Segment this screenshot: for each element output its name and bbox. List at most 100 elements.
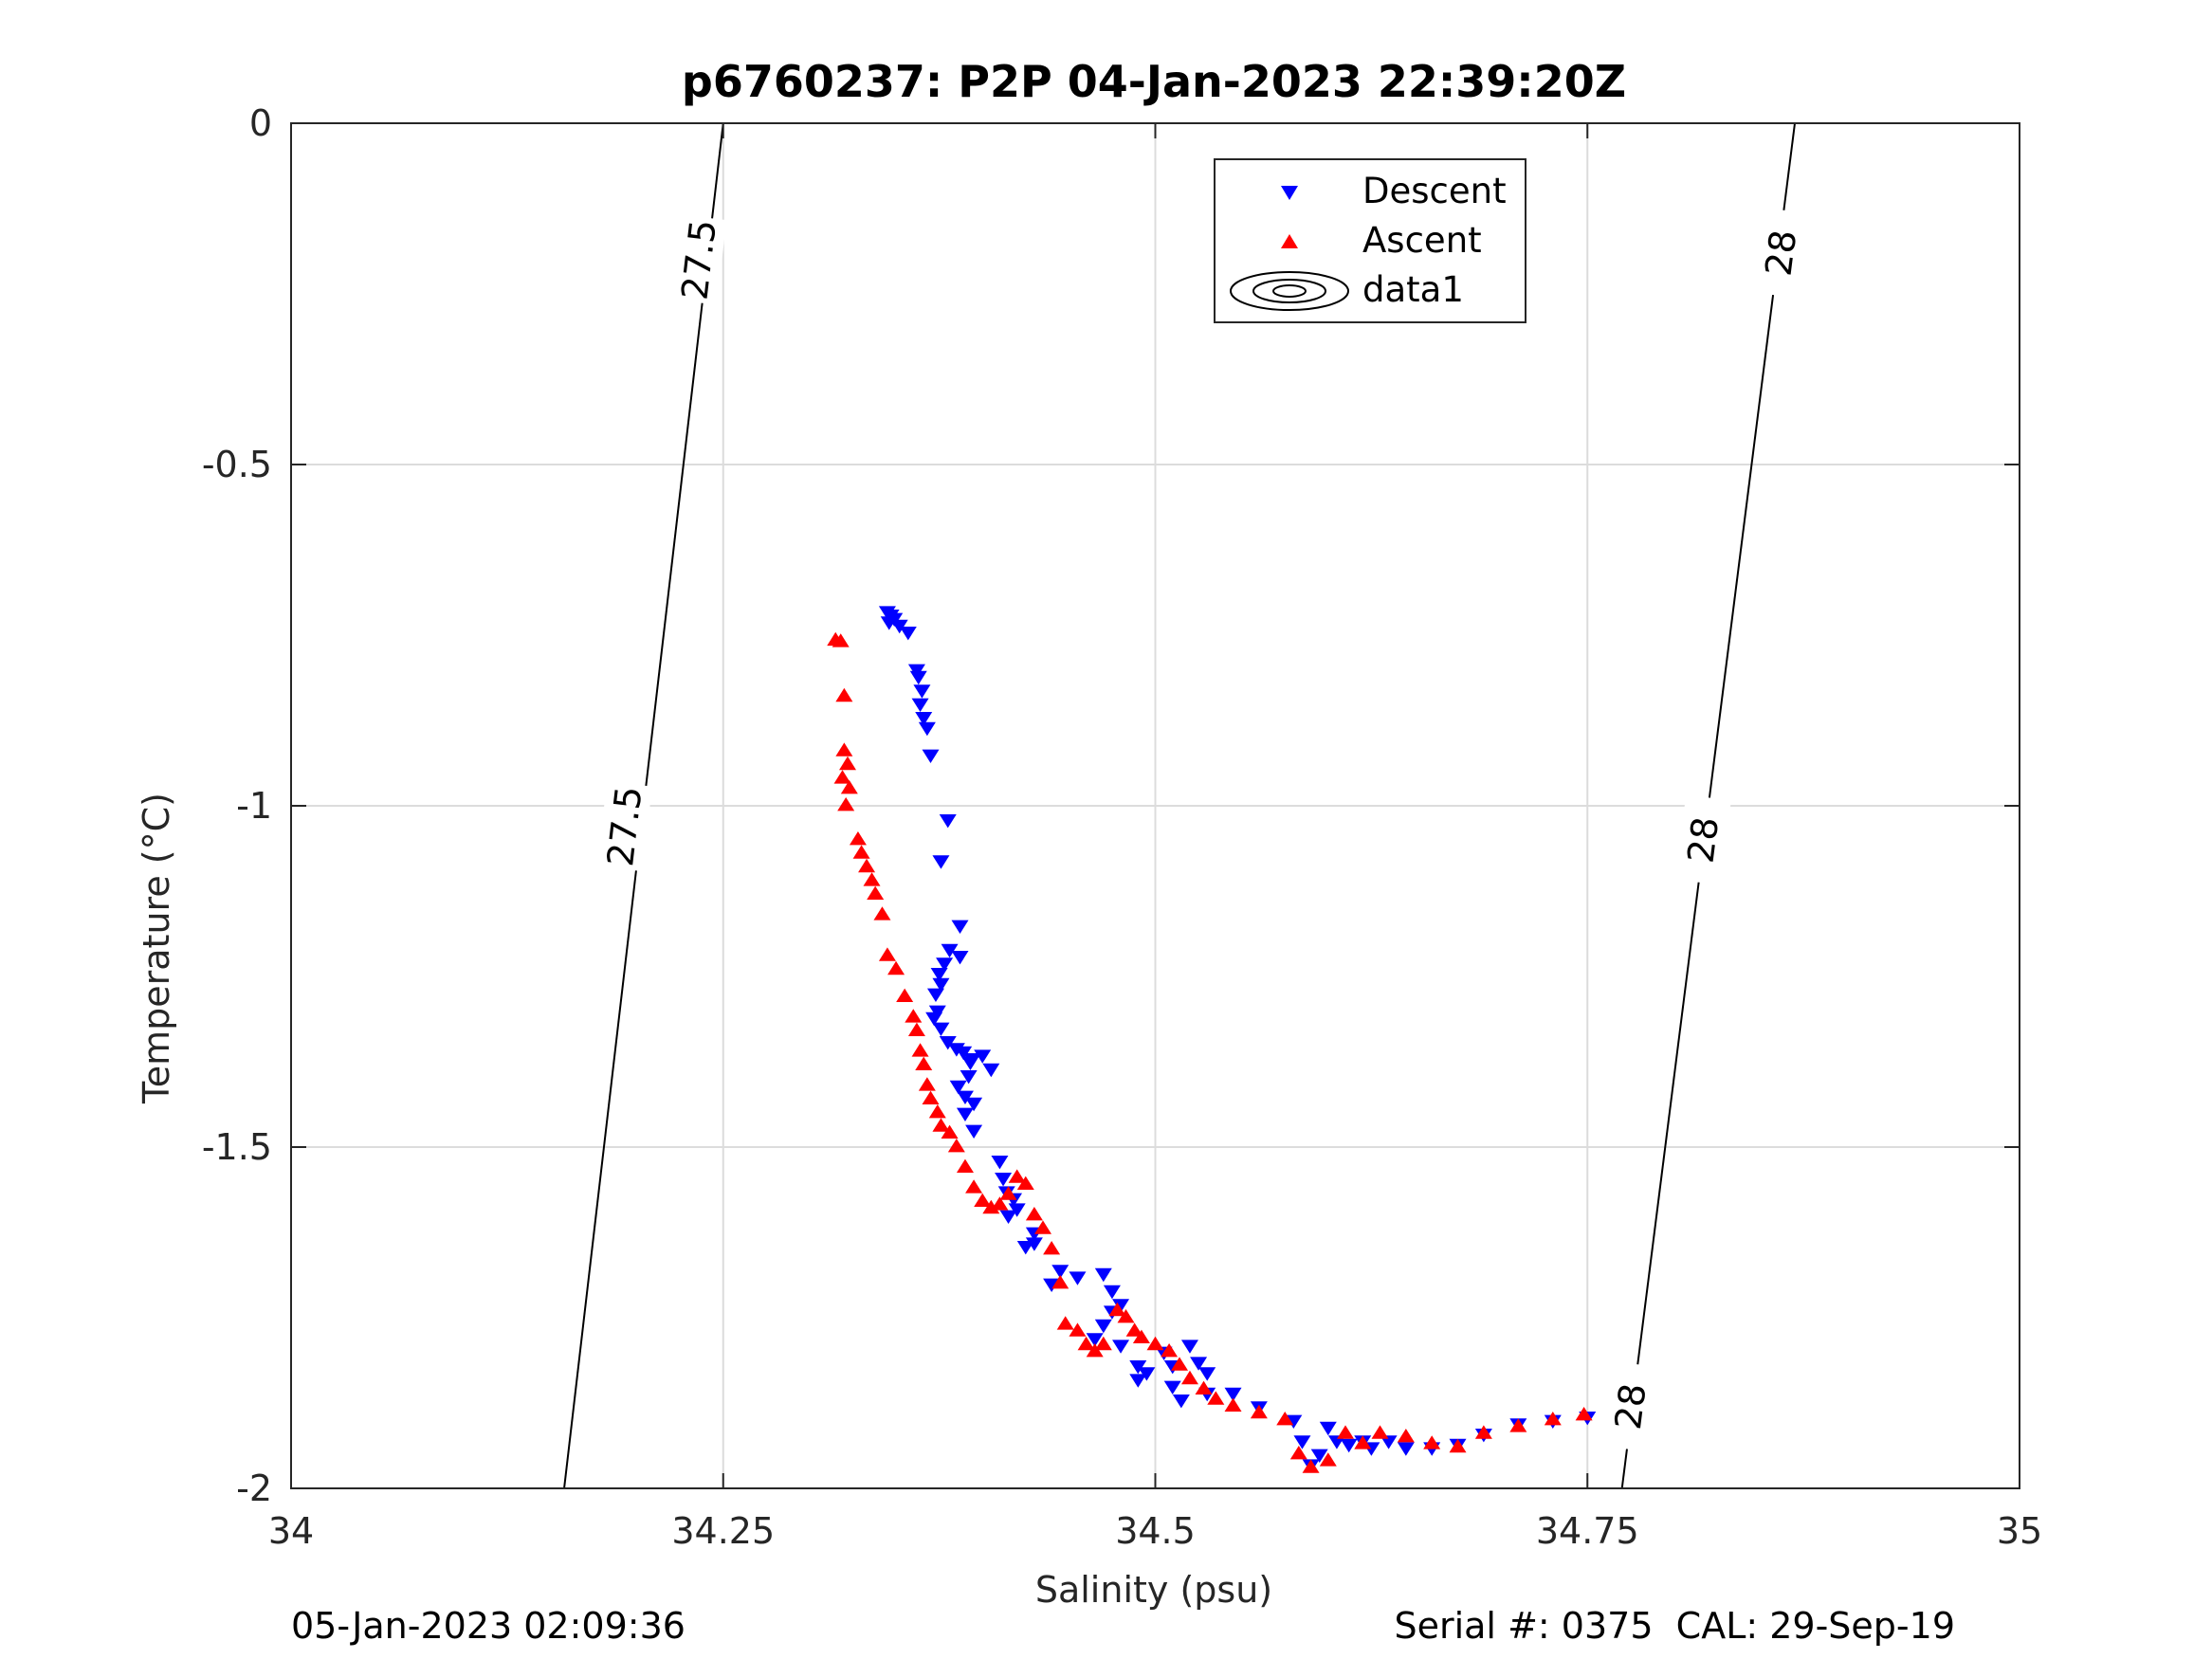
descent-point: [956, 1090, 974, 1104]
ascent-point: [1544, 1412, 1562, 1426]
descent-point: [941, 943, 959, 958]
contour-label-background: [1674, 794, 1731, 885]
descent-point: [1016, 1241, 1034, 1255]
descent-point: [932, 1022, 950, 1036]
density-contours: 27.5 27.5 28 28 28: [563, 122, 1809, 1489]
contour-label: 27.5: [599, 784, 649, 868]
x-axis-ticks: 34 34.25 34.5 34.75 35: [268, 123, 2042, 1552]
footer-serial-cal: Serial #: 0375 CAL: 29-Sep-19: [1394, 1605, 1955, 1647]
ascent-point: [1125, 1322, 1143, 1337]
descent-point: [1319, 1421, 1337, 1436]
ascent-point: [849, 831, 867, 846]
ascent-point: [1449, 1438, 1467, 1453]
legend-ascent-label: Ascent: [1362, 220, 1482, 261]
ascent-point: [1077, 1336, 1095, 1351]
descent-point: [909, 670, 927, 685]
descent-point: [932, 855, 950, 869]
descent-point: [1112, 1340, 1130, 1354]
ascent-point: [832, 633, 850, 647]
y-tick-label: -1: [236, 785, 272, 827]
descent-point: [1008, 1203, 1026, 1217]
ascent-point: [915, 1056, 933, 1070]
ascent-point: [833, 770, 851, 784]
descent-point: [932, 977, 950, 993]
descent-point: [1293, 1435, 1311, 1449]
ascent-point: [835, 687, 853, 702]
descent-point: [1051, 1265, 1069, 1279]
descent-point: [936, 957, 954, 972]
ascent-point: [1086, 1343, 1104, 1358]
legend: Descent Ascent data1: [1214, 158, 1526, 323]
contour-label: 28: [1607, 1381, 1654, 1432]
ascent-point: [1337, 1425, 1355, 1439]
footer-timestamp: 05-Jan-2023 02:09:36: [291, 1605, 686, 1647]
ascent-point: [941, 1124, 959, 1139]
legend-descent-marker: [1281, 186, 1298, 200]
ascent-point: [1051, 1275, 1069, 1289]
ascent-point: [1025, 1207, 1043, 1221]
descent-point: [1172, 1395, 1190, 1409]
y-tick-label: -1.5: [202, 1126, 272, 1168]
descent-point: [999, 1210, 1017, 1224]
y-tick-label: -2: [236, 1468, 272, 1509]
legend-ascent-marker: [1281, 234, 1298, 248]
descent-point: [1285, 1414, 1303, 1429]
ascent-point: [1397, 1429, 1415, 1443]
descent-point: [961, 1056, 979, 1070]
ascent-point: [1171, 1357, 1189, 1371]
ascent-point: [999, 1186, 1017, 1200]
ascent-point: [1474, 1425, 1492, 1439]
ascent-point: [947, 1139, 965, 1153]
descent-point: [911, 698, 929, 712]
ascent-point: [922, 1090, 940, 1104]
ascent-point: [932, 1118, 950, 1132]
descent-point: [1224, 1387, 1242, 1402]
ascent-point: [1276, 1412, 1294, 1426]
ascent-point: [1056, 1316, 1074, 1330]
descent-point: [1103, 1285, 1121, 1300]
ascent-point: [907, 1022, 925, 1036]
ascent-point: [1575, 1406, 1593, 1421]
descent-point: [1180, 1340, 1198, 1354]
contour-label-background: [1602, 1360, 1659, 1452]
legend-data1-label: data1: [1362, 269, 1464, 310]
ascent-point: [928, 1104, 946, 1119]
ascent-point: [837, 797, 855, 811]
descent-point: [915, 712, 933, 726]
x-tick-label: 34: [268, 1510, 314, 1552]
descent-point: [995, 1173, 1013, 1187]
ascent-point: [878, 947, 896, 961]
descent-point: [982, 1063, 1000, 1078]
descent-point: [947, 1043, 965, 1057]
ascent-point: [1371, 1425, 1389, 1439]
y-axis-label: Temperature (°C): [136, 793, 177, 1104]
ascent-point: [1161, 1343, 1179, 1358]
descent-point: [951, 951, 969, 965]
descent-point: [925, 1012, 943, 1027]
x-axis-label: Salinity (psu): [1035, 1569, 1272, 1611]
descent-point: [1198, 1367, 1216, 1381]
contour-label-background: [596, 781, 652, 872]
ascent-point: [905, 1009, 923, 1023]
ascent-point: [835, 742, 853, 757]
ascent-point: [1108, 1302, 1126, 1317]
descent-point: [951, 920, 969, 934]
ascent-point: [1224, 1397, 1242, 1412]
ascent-point: [1117, 1309, 1135, 1323]
ascent-series: [827, 631, 1593, 1473]
ascent-point: [1207, 1391, 1225, 1405]
ascent-point: [1423, 1435, 1441, 1449]
ascent-point: [1302, 1459, 1320, 1473]
descent-point: [930, 968, 948, 982]
ascent-point: [1016, 1176, 1034, 1190]
ascent-point: [858, 858, 876, 873]
ascent-point: [1034, 1220, 1052, 1234]
descent-point: [1129, 1360, 1147, 1375]
x-tick-label: 35: [1997, 1510, 2042, 1552]
contour-label-background: [671, 214, 727, 305]
descent-point: [922, 749, 940, 763]
descent-point: [1069, 1271, 1087, 1285]
x-tick-label: 34.5: [1115, 1510, 1196, 1552]
descent-point: [1163, 1380, 1181, 1395]
